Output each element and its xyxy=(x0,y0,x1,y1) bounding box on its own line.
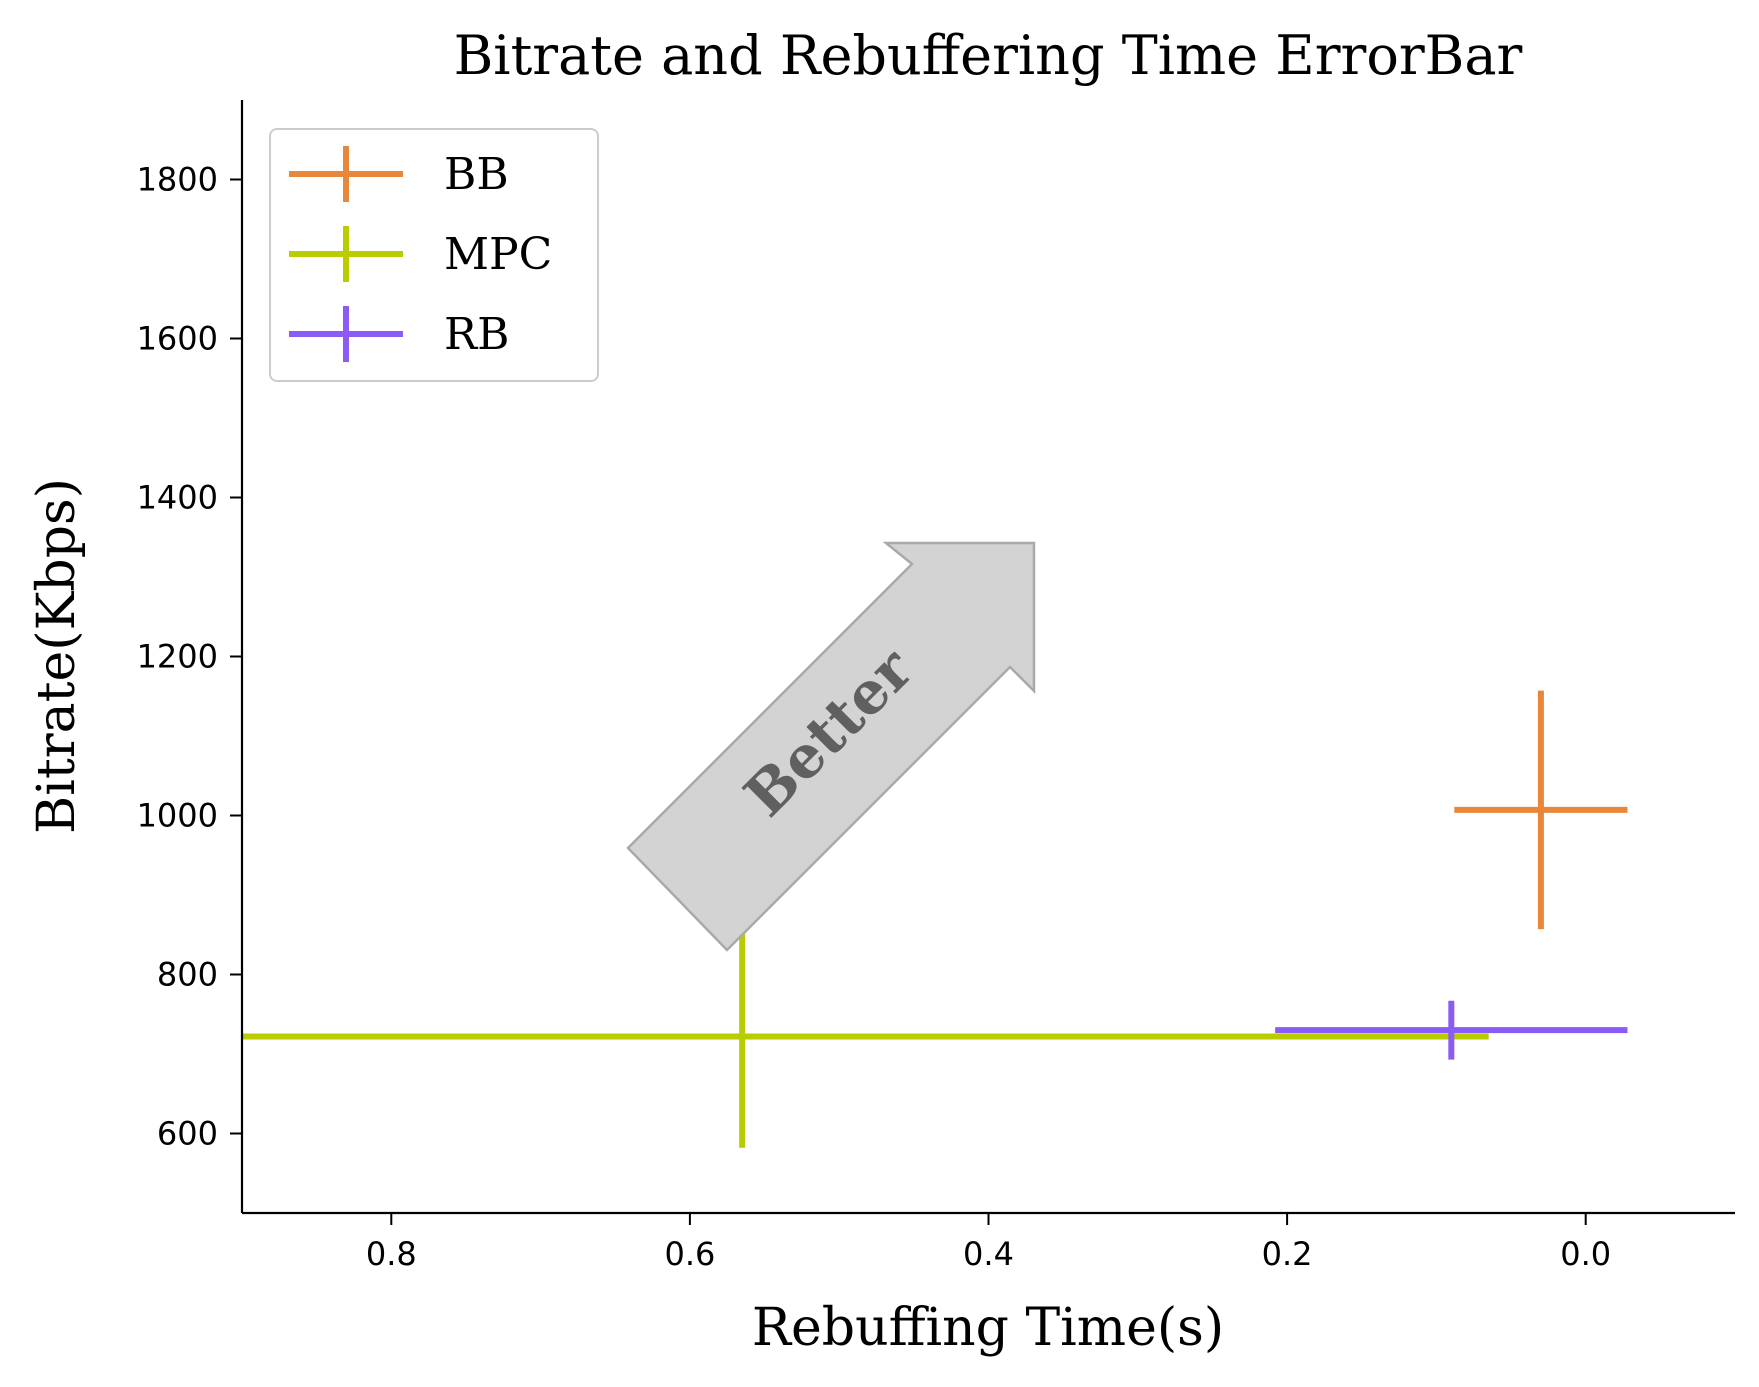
x-tick-label: 0.8 xyxy=(366,1235,417,1273)
y-axis-label: Bitrate(Kbps) xyxy=(27,478,87,834)
plot-area xyxy=(242,690,1628,1148)
y-tick-label: 1400 xyxy=(137,479,218,517)
y-tick-label: 1000 xyxy=(137,797,218,835)
y-tick-label: 1600 xyxy=(137,320,218,358)
y-tick-label: 800 xyxy=(157,956,218,994)
x-tick-label: 0.2 xyxy=(1262,1235,1313,1273)
legend-label-mpc: MPC xyxy=(444,229,552,280)
y-tick-label: 600 xyxy=(157,1115,218,1153)
x-tick-label: 0.6 xyxy=(664,1235,715,1273)
y-tick-label: 1800 xyxy=(137,161,218,199)
y-ticks: 600 800 1000 1200 1400 1600 1800 xyxy=(137,161,242,1153)
x-axis-label: Rebuffing Time(s) xyxy=(752,1298,1224,1358)
y-tick-label: 1200 xyxy=(137,638,218,676)
better-annotation: Better xyxy=(626,541,1036,952)
legend-label-rb: RB xyxy=(444,309,509,360)
legend-item-rb: RB xyxy=(289,306,509,362)
x-tick-label: 0.4 xyxy=(963,1235,1014,1273)
x-tick-label: 0.0 xyxy=(1560,1235,1611,1273)
x-ticks: 0.8 0.6 0.4 0.2 0.0 xyxy=(366,1213,1611,1273)
series-rb xyxy=(1275,1000,1628,1060)
better-arrow-shape xyxy=(626,541,1036,952)
legend-frame xyxy=(269,128,599,382)
legend-item-mpc: MPC xyxy=(289,226,552,282)
legend-label-bb: BB xyxy=(444,149,509,200)
series-bb xyxy=(1454,690,1628,930)
legend: BB MPC RB xyxy=(269,128,599,382)
legend-item-bb: BB xyxy=(289,146,509,202)
chart-title: Bitrate and Rebuffering Time ErrorBar xyxy=(454,24,1523,87)
series-mpc xyxy=(242,925,1489,1148)
